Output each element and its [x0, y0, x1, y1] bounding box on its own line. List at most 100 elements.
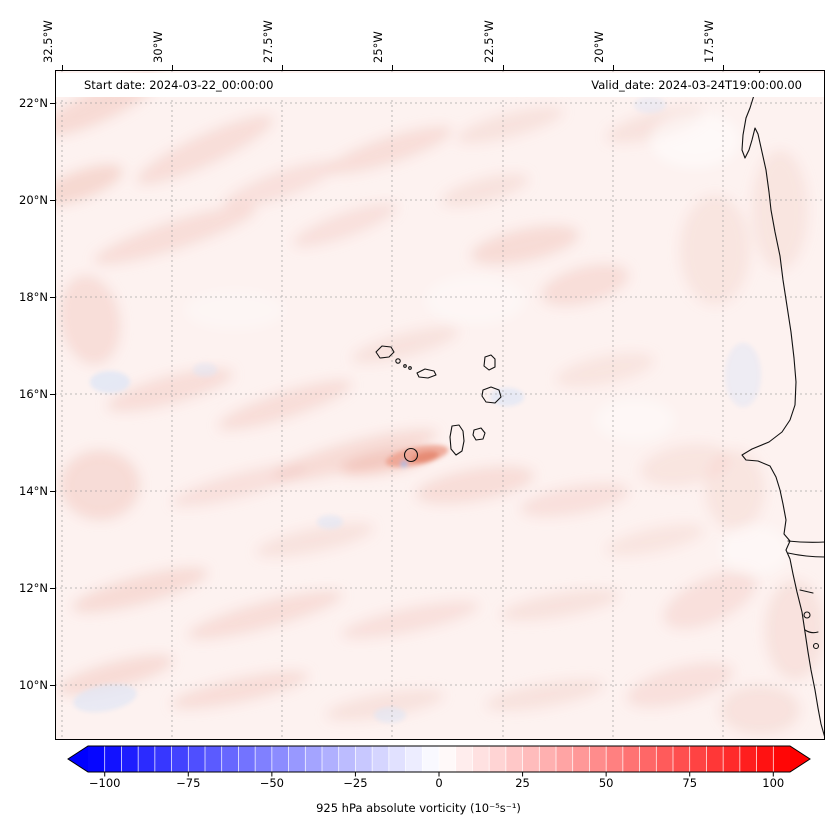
lat-tick-label: 14°N — [19, 484, 48, 498]
lon-tick-label: 27.5°W — [261, 20, 275, 63]
lat-tick-mark — [50, 297, 55, 298]
colorbar-segment — [238, 746, 256, 772]
lat-tick-mark — [50, 491, 55, 492]
plot-border — [55, 70, 825, 740]
colorbar-segment — [138, 746, 155, 772]
colorbar-segment — [205, 746, 222, 772]
colorbar-segment — [355, 746, 373, 772]
island-dot — [408, 366, 412, 370]
lon-tick-mark — [62, 65, 63, 70]
colorbar-segment — [455, 746, 473, 772]
colorbar-tick-label: −100 — [88, 776, 121, 790]
colorbar-segment — [489, 746, 506, 772]
lon-tick-label: 20°W — [592, 31, 606, 63]
colorbar-segment — [539, 746, 556, 772]
colorbar-segment — [104, 746, 122, 772]
gambia-river — [787, 540, 825, 543]
lon-tick-label: 25°W — [371, 31, 385, 63]
lon-tick-label: 30°W — [151, 31, 165, 63]
colorbar-extend-left — [68, 746, 88, 772]
island-sao-nicolau — [416, 368, 437, 379]
colorbar-tick-label: −75 — [176, 776, 201, 790]
colorbar-segment — [121, 746, 139, 772]
colorbar-tick-label: 0 — [435, 776, 443, 790]
lat-tick-label: 20°N — [19, 193, 48, 207]
lat-tick-label: 10°N — [19, 678, 48, 692]
gambia-river-south-bank — [787, 552, 825, 558]
lon-tick-label: 22.5°W — [482, 20, 496, 63]
colorbar-segment — [773, 746, 790, 772]
island-maio — [472, 427, 486, 441]
coastline-west-africa — [741, 70, 825, 739]
lat-tick-mark — [50, 200, 55, 201]
map-plot: Start date: 2024-03-22_00:00:00 Valid_da… — [55, 70, 825, 740]
positive-vorticity-field — [55, 73, 825, 735]
colorbar-segment — [288, 746, 306, 772]
colorbar-tick-label: 100 — [762, 776, 785, 790]
lon-tick-mark — [613, 65, 614, 70]
colorbar-segment — [439, 746, 456, 772]
lat-tick-mark — [50, 588, 55, 589]
island-sal — [483, 354, 496, 371]
colorbar-segment — [522, 746, 540, 772]
coastal-islet — [803, 611, 811, 619]
colorbar-segment — [639, 746, 657, 772]
map-canvas — [55, 70, 825, 740]
island-boa-vista — [481, 386, 502, 404]
gridlines — [55, 70, 825, 740]
colorbar-segment — [606, 746, 623, 772]
colorbar-extend-right — [790, 746, 810, 772]
colorbar-segment — [422, 746, 439, 772]
colorbar-caption: 925 hPa absolute vorticity (10⁻⁵s⁻¹) — [316, 801, 521, 815]
colorbar-tick-label: −50 — [259, 776, 284, 790]
colorbar-segment — [405, 746, 423, 772]
island-dot — [403, 364, 407, 368]
lat-tick-label: 12°N — [19, 581, 48, 595]
coastal-islet — [812, 642, 820, 650]
colorbar-segment — [305, 746, 322, 772]
valid-date-label: Valid_date: 2024-03-24T19:00:00.00 — [591, 78, 802, 92]
lon-tick-mark — [282, 65, 283, 70]
cape-verde-islands — [375, 345, 502, 463]
casamance-inlet — [799, 589, 814, 594]
colorbar-segment — [673, 746, 690, 772]
colorbar — [67, 745, 811, 777]
colorbar-segment — [338, 746, 356, 772]
colorbar-segment — [656, 746, 673, 772]
colorbar-segment — [271, 746, 289, 772]
lon-tick-mark — [172, 65, 173, 70]
colorbar-segment — [572, 746, 590, 772]
colorbar-segment — [556, 746, 573, 772]
lat-tick-label: 22°N — [19, 96, 48, 110]
colorbar-segment — [739, 746, 757, 772]
colorbar-segment — [171, 746, 189, 772]
negative-vorticity-patches — [73, 97, 761, 723]
lat-tick-mark — [50, 394, 55, 395]
lon-tick-label: 17.5°W — [702, 20, 716, 63]
colorbar-segment — [505, 746, 523, 772]
colorbar-segment — [622, 746, 640, 772]
colorbar-segment — [706, 746, 724, 772]
colorbar-segment — [322, 746, 339, 772]
lon-tick-mark — [723, 65, 724, 70]
colorbar-tick-label: 25 — [515, 776, 530, 790]
colorbar-tick-label: −25 — [343, 776, 368, 790]
lon-tick-mark — [392, 65, 393, 70]
lat-tick-mark — [50, 685, 55, 686]
bissau-channels — [804, 629, 819, 634]
lat-tick-label: 18°N — [19, 290, 48, 304]
colorbar-segment — [756, 746, 774, 772]
colorbar-segment — [255, 746, 272, 772]
lon-tick-label: 32.5°W — [41, 20, 55, 63]
colorbar-segment — [221, 746, 239, 772]
island-santo-antao — [375, 345, 395, 359]
colorbar-segment — [689, 746, 707, 772]
lat-tick-mark — [50, 103, 55, 104]
colorbar-segment — [589, 746, 607, 772]
colorbar-tick-label: 75 — [682, 776, 698, 790]
colorbar-tick-label: 50 — [598, 776, 614, 790]
lon-tick-mark — [503, 65, 504, 70]
colorbar-segment — [154, 746, 172, 772]
island-santiago — [449, 424, 465, 456]
